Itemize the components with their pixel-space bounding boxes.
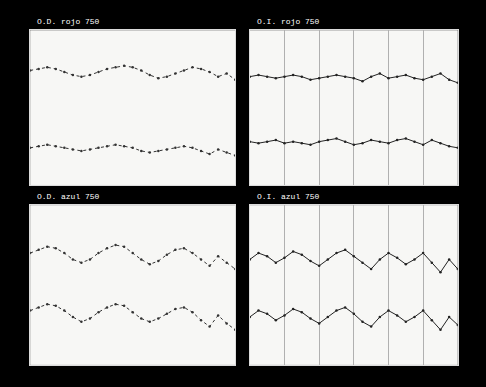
svg-text:O.I. azul 750: O.I. azul 750 [257, 192, 320, 201]
svg-text:O.D. azul 750: O.D. azul 750 [37, 192, 100, 201]
svg-text:O.D. rojo 750: O.D. rojo 750 [37, 17, 100, 26]
svg-text:O.I. rojo 750: O.I. rojo 750 [257, 17, 320, 26]
